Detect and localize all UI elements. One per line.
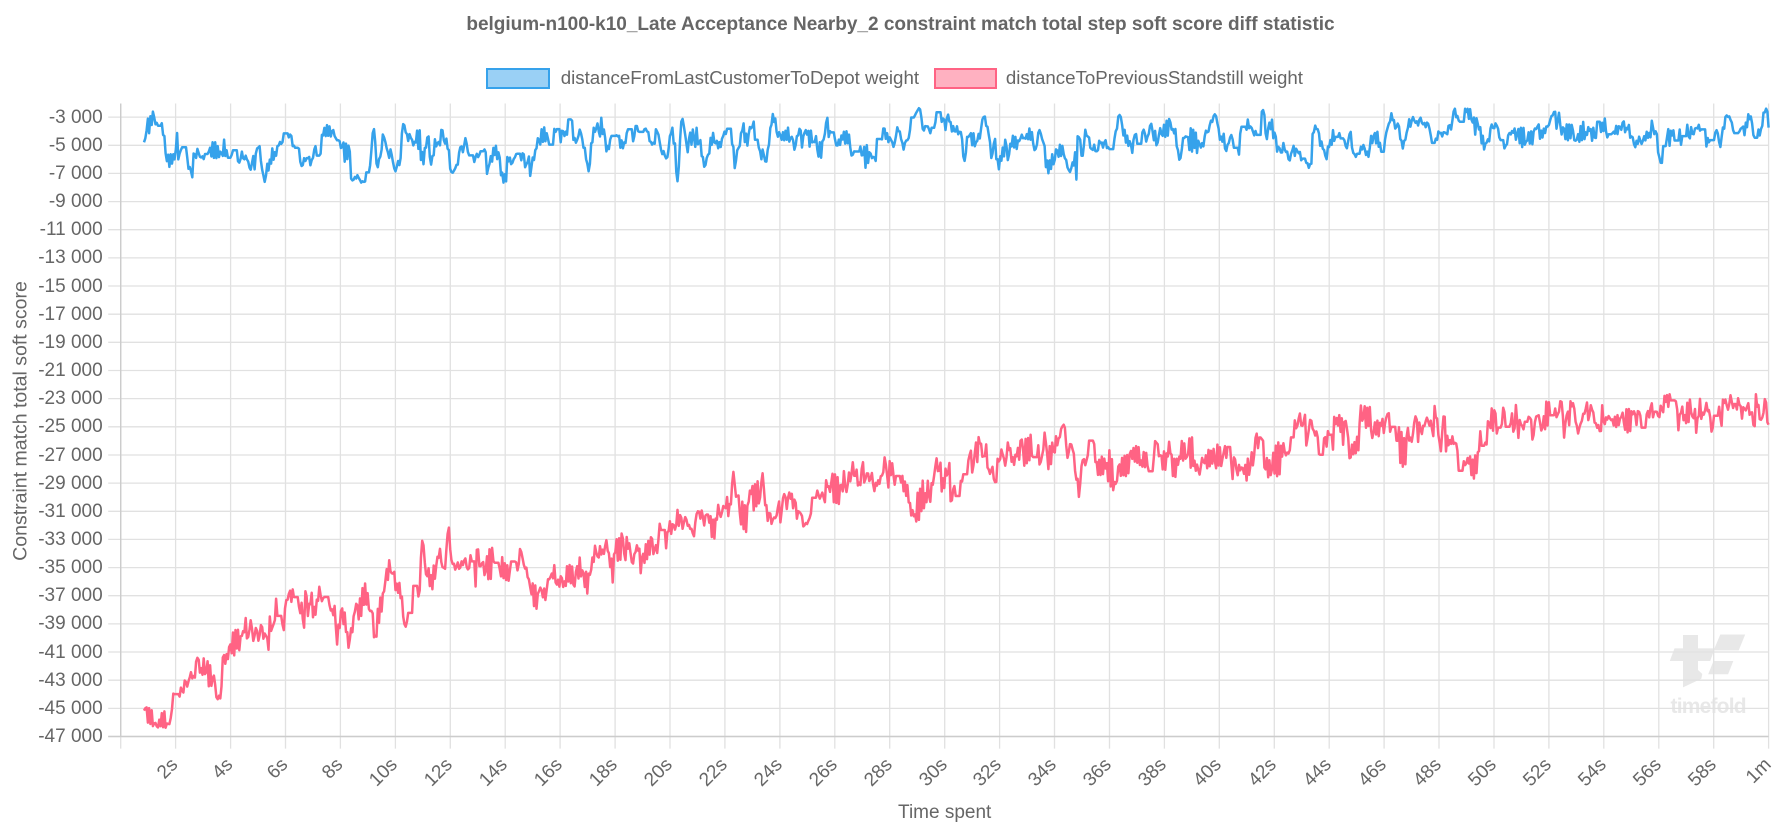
svg-text:timefold: timefold: [1671, 695, 1746, 718]
